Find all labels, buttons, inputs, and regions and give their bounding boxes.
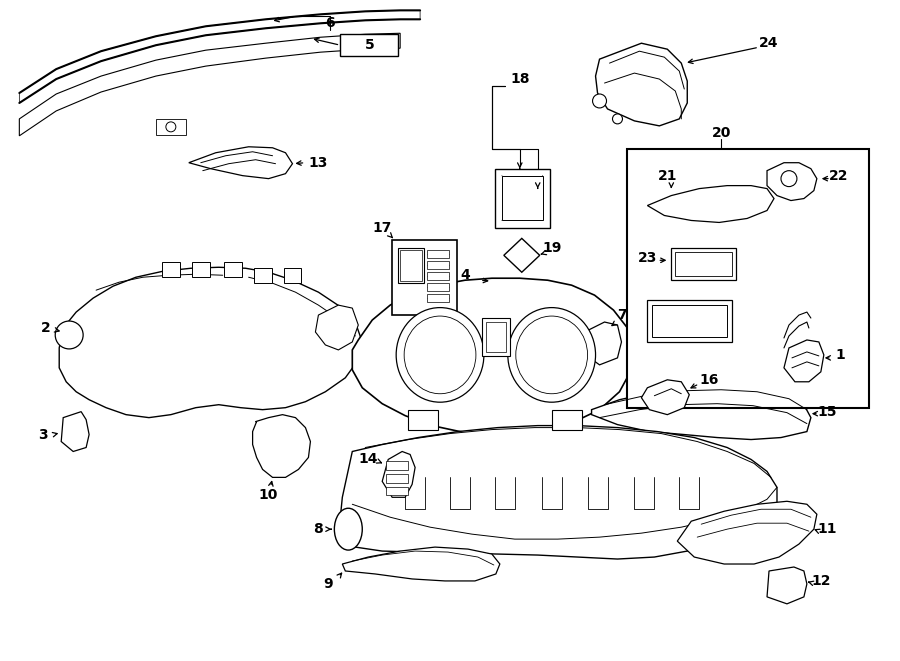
Bar <box>486 322 506 352</box>
Polygon shape <box>382 451 415 497</box>
Bar <box>386 461 408 471</box>
Polygon shape <box>581 322 622 365</box>
Ellipse shape <box>516 316 588 394</box>
Polygon shape <box>253 414 310 477</box>
Ellipse shape <box>335 508 363 550</box>
Text: 15: 15 <box>817 405 837 418</box>
Circle shape <box>613 114 623 124</box>
Polygon shape <box>678 501 817 564</box>
Bar <box>502 176 543 221</box>
Bar <box>254 268 272 283</box>
Text: 6: 6 <box>326 17 335 30</box>
Text: 5: 5 <box>364 38 374 52</box>
Text: 1: 1 <box>836 348 846 362</box>
Circle shape <box>55 321 83 349</box>
Bar <box>386 475 408 483</box>
Text: 2: 2 <box>41 321 51 335</box>
Text: 13: 13 <box>309 156 328 170</box>
Text: 10: 10 <box>259 488 278 502</box>
Ellipse shape <box>404 316 476 394</box>
Bar <box>162 262 180 277</box>
Bar <box>192 262 210 277</box>
Bar <box>675 253 732 276</box>
Circle shape <box>592 94 607 108</box>
Text: 3: 3 <box>39 428 48 442</box>
Bar <box>392 241 457 315</box>
Polygon shape <box>504 239 540 272</box>
Bar <box>398 249 424 283</box>
Polygon shape <box>340 426 777 559</box>
Bar <box>552 410 581 430</box>
Bar <box>482 318 509 356</box>
Bar <box>627 149 868 408</box>
Text: 9: 9 <box>324 577 333 591</box>
Bar <box>428 261 449 269</box>
Text: 23: 23 <box>638 251 657 265</box>
Bar <box>340 34 398 56</box>
Polygon shape <box>315 305 358 350</box>
Circle shape <box>781 171 797 186</box>
Bar <box>156 119 185 135</box>
Text: 7: 7 <box>616 308 626 322</box>
Bar <box>671 249 736 280</box>
Polygon shape <box>342 547 500 581</box>
Polygon shape <box>352 278 634 434</box>
Ellipse shape <box>396 307 484 402</box>
Polygon shape <box>59 267 363 418</box>
Bar <box>400 251 422 281</box>
Bar <box>428 251 449 258</box>
Circle shape <box>166 122 176 132</box>
Text: 18: 18 <box>510 72 529 86</box>
Bar <box>408 410 438 430</box>
Bar <box>495 169 550 229</box>
Polygon shape <box>19 33 400 136</box>
Text: 11: 11 <box>817 522 837 536</box>
Polygon shape <box>767 567 807 604</box>
Text: 16: 16 <box>699 373 719 387</box>
Text: 4: 4 <box>460 268 470 282</box>
Text: 22: 22 <box>829 169 849 182</box>
Polygon shape <box>189 147 292 178</box>
Text: 12: 12 <box>811 574 831 588</box>
Text: 8: 8 <box>313 522 323 536</box>
Polygon shape <box>642 380 689 414</box>
Polygon shape <box>591 386 811 440</box>
Polygon shape <box>61 412 89 451</box>
Polygon shape <box>647 186 774 223</box>
Bar <box>224 262 241 277</box>
Polygon shape <box>596 43 688 126</box>
Bar <box>428 294 449 302</box>
Text: 24: 24 <box>760 36 778 50</box>
Text: 14: 14 <box>358 453 378 467</box>
Polygon shape <box>784 340 824 382</box>
Bar <box>647 300 732 342</box>
Polygon shape <box>767 163 817 200</box>
Ellipse shape <box>508 307 596 402</box>
Polygon shape <box>19 11 420 103</box>
Bar <box>428 283 449 291</box>
Bar <box>386 487 408 495</box>
Bar <box>284 268 302 283</box>
Bar <box>652 305 727 337</box>
Text: 17: 17 <box>373 221 392 235</box>
Text: 21: 21 <box>658 169 677 182</box>
Text: 20: 20 <box>712 126 731 140</box>
Bar <box>428 272 449 280</box>
Text: 19: 19 <box>542 241 562 255</box>
